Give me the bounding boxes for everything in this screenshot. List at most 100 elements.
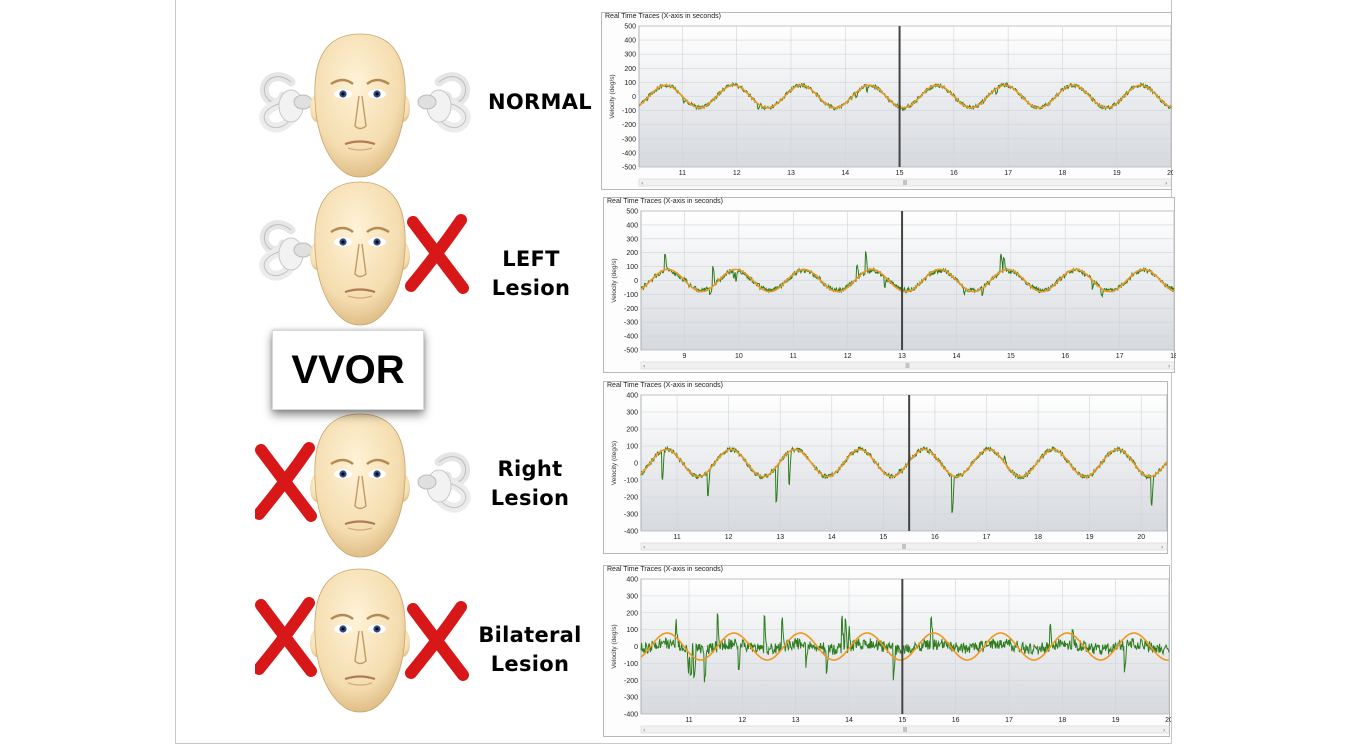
trace-chart: 400 300 200 100 0 -100 -200 -300 -400 11 12 13 14 15 1… [611,577,1171,735]
row-label-line2: Lesion [491,276,571,300]
lesion-x-icon [405,601,469,681]
y-tick-label: -400 [622,150,636,157]
y-tick-label: 200 [626,427,638,434]
y-tick-label: 500 [626,209,638,216]
lesion-x-icon [405,214,469,294]
x-tick-label: 9 [683,353,687,360]
inner-ear-icon [417,72,471,133]
x-tick-label: 18 [1058,717,1066,724]
scroll-left-icon[interactable]: ‹ [643,363,645,370]
head-right-lesion [253,410,485,560]
y-tick-label: -100 [624,478,638,485]
x-tick-label: 17 [1005,717,1013,724]
face-icon [310,181,410,326]
x-tick-label: 19 [1086,534,1094,541]
scroll-right-icon[interactable]: › [1168,363,1170,370]
y-tick-label: 0 [634,644,638,651]
y-tick-label: 500 [624,24,636,31]
row-label-right-lesion: Right Lesion [455,455,605,513]
row-label-line2: Lesion [490,486,570,510]
x-tick-label: 13 [787,170,795,177]
scroll-left-icon[interactable]: ‹ [641,180,643,187]
trace-chart: 400 300 200 100 0 -100 -200 -300 -400 11 12 13 14 15 1… [611,393,1168,551]
x-tick-label: 20 [1137,534,1145,541]
y-tick-label: -300 [622,136,636,143]
eye-velocity-trace [640,613,1170,683]
y-axis-label: Velocity (deg/s) [611,441,618,485]
x-tick-label: 15 [879,534,887,541]
y-tick-label: 200 [626,250,638,257]
panel-title: Real Time Traces (X-axis in seconds) [607,566,723,573]
x-tick-label: 11 [673,534,680,541]
vvor-label: VVOR [272,330,424,410]
y-tick-label: 200 [624,66,636,73]
scroll-right-icon[interactable]: › [1161,544,1163,551]
y-tick-label: 300 [626,410,638,417]
x-tick-label: 15 [1007,353,1015,360]
x-tick-label: 14 [828,534,836,541]
y-tick-label: 300 [624,52,636,59]
y-tick-label: -300 [624,320,638,327]
x-tick-label: 13 [898,353,906,360]
y-axis-label: Velocity (deg/s) [611,258,618,302]
y-tick-label: -200 [624,495,638,502]
y-tick-label: -400 [624,334,638,341]
y-tick-label: -200 [622,122,636,129]
x-tick-label: 18 [1034,534,1042,541]
row-label-line1: Right [497,457,563,481]
x-tick-label: 11 [685,717,692,724]
y-tick-label: -500 [624,348,638,355]
x-tick-label: 11 [679,170,686,177]
scrollbar-thumb[interactable] [903,727,907,732]
x-tick-label: 12 [844,353,852,360]
row-label-left-lesion: LEFT Lesion [456,245,606,303]
face-icon [310,413,410,558]
y-tick-label: -200 [624,306,638,313]
x-tick-label: 17 [1004,170,1012,177]
x-tick-label: 16 [950,170,958,177]
eye-velocity-trace [640,250,1175,299]
inner-ear-icon [259,220,313,281]
y-tick-label: -300 [624,512,638,519]
row-label-line1: NORMAL [488,90,592,114]
scroll-right-icon[interactable]: › [1163,727,1165,734]
scroll-left-icon[interactable]: ‹ [643,727,645,734]
x-tick-label: 18 [1059,170,1067,177]
x-tick-label: 11 [790,353,797,360]
y-tick-label: 100 [626,264,638,271]
panel-title: Real Time Traces (X-axis in seconds) [607,198,723,205]
y-tick-label: 0 [634,461,638,468]
x-tick-label: 13 [792,717,800,724]
y-axis-label: Velocity (deg/s) [609,74,616,118]
head-velocity-trace [640,268,1175,293]
face-icon [310,568,410,713]
scrollbar-thumb[interactable] [902,544,906,549]
y-tick-label: 300 [626,593,638,600]
scroll-right-icon[interactable]: › [1165,180,1167,187]
head-velocity-trace [640,632,1170,661]
x-tick-label: 16 [931,534,939,541]
x-tick-label: 13 [776,534,784,541]
y-tick-label: 100 [624,80,636,87]
x-tick-label: 19 [1113,170,1121,177]
y-tick-label: -200 [624,678,638,685]
head-velocity-trace [640,448,1168,478]
x-tick-label: 12 [725,534,733,541]
trace-panel-left-lesion: Real Time Traces (X-axis in seconds) 500… [603,197,1176,373]
scroll-left-icon[interactable]: ‹ [643,544,645,551]
lesion-x-icon [253,442,317,522]
y-tick-label: 300 [626,236,638,243]
x-tick-label: 16 [1061,353,1069,360]
row-label-normal: NORMAL [465,88,615,117]
head-normal [255,30,485,180]
scrollbar-thumb[interactable] [905,363,910,368]
head-bilateral-lesion [253,565,485,715]
inner-ear-icon [417,452,471,513]
row-label-line1: Bilateral [478,623,582,647]
y-tick-label: 400 [626,393,638,400]
scrollbar-thumb[interactable] [903,180,907,185]
trace-panel-normal: Real Time Traces (X-axis in seconds) 500… [601,12,1173,190]
head-velocity-trace [638,84,1172,109]
x-tick-label: 20 [1165,717,1171,724]
y-tick-label: -400 [624,712,638,719]
